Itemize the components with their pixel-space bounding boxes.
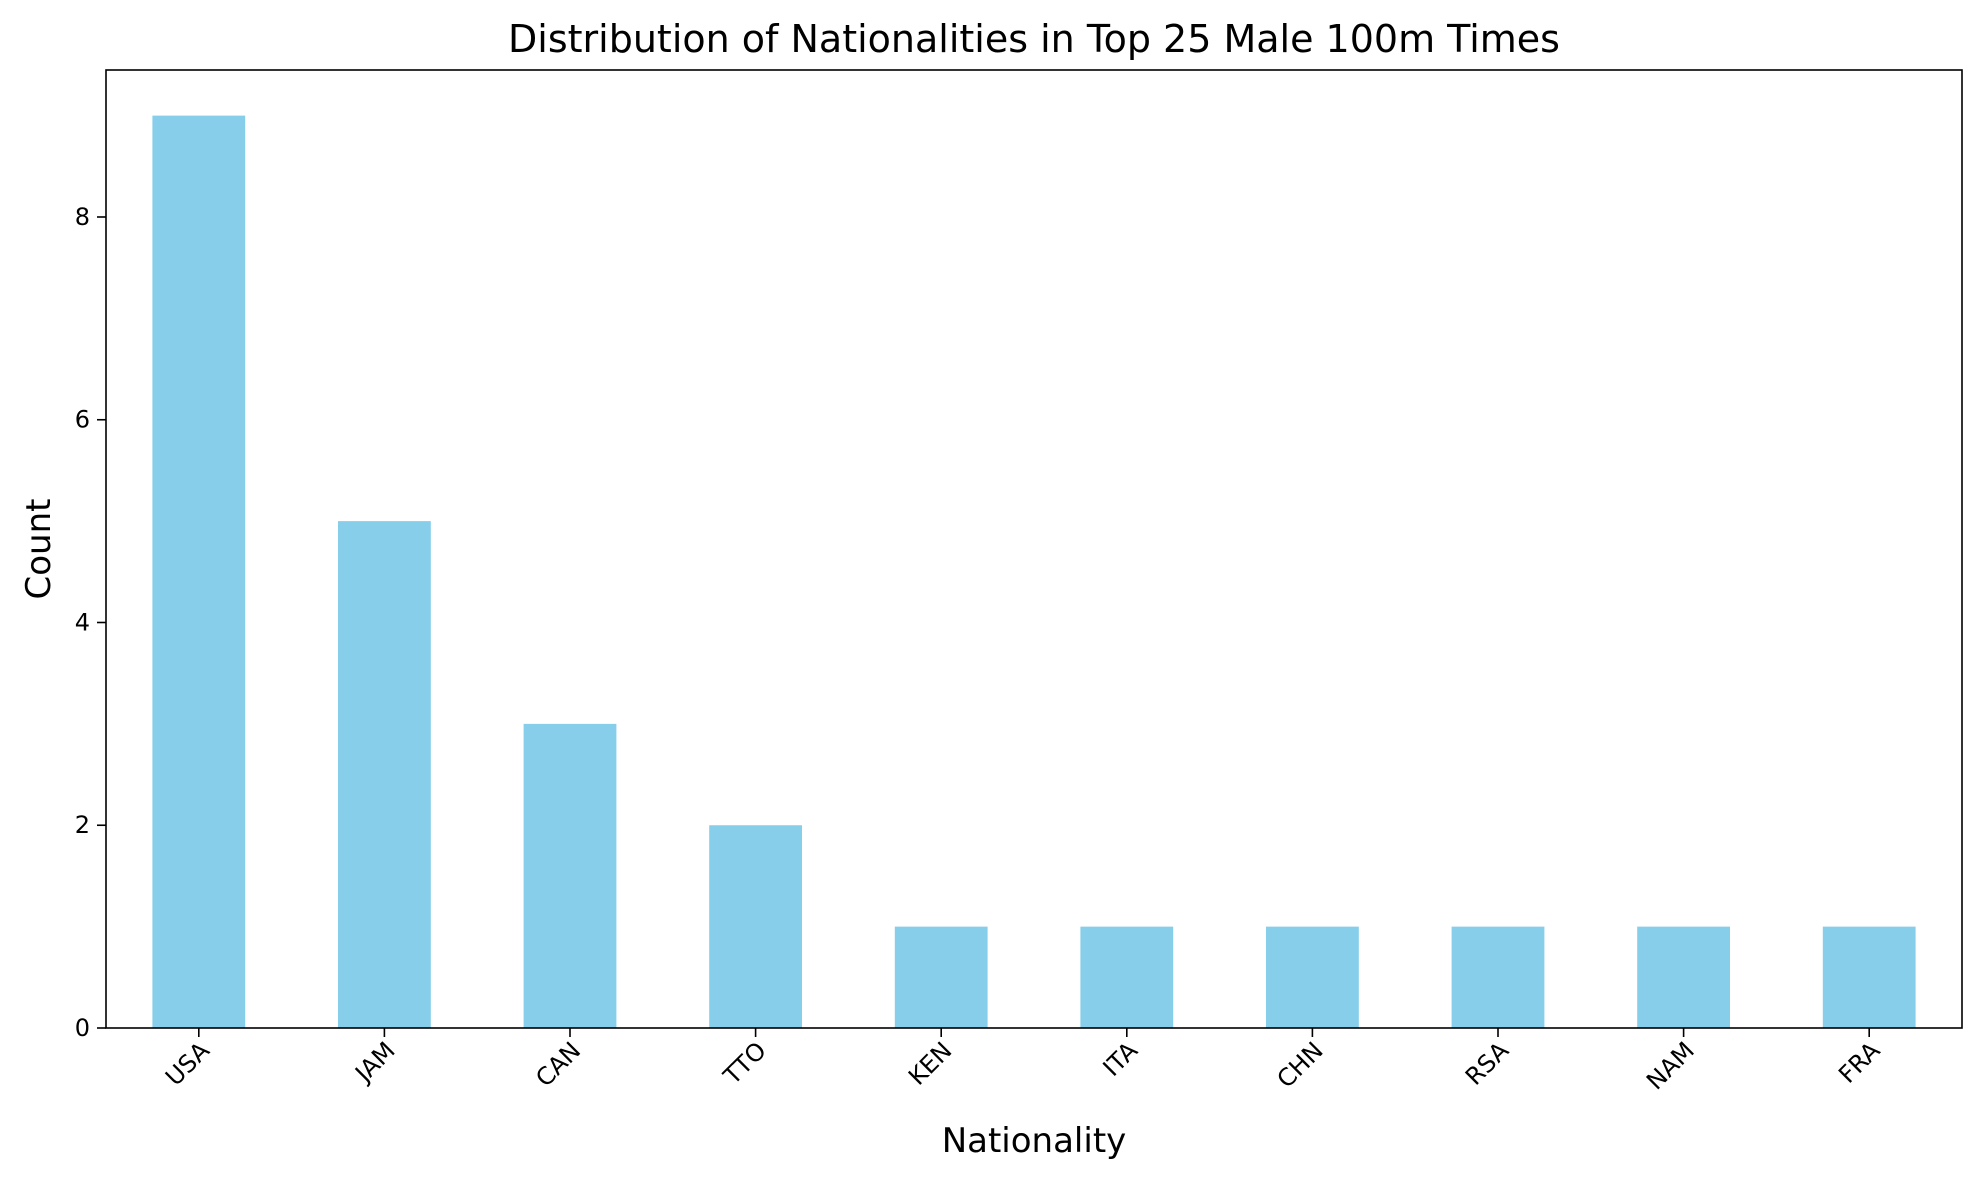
bar-usa bbox=[152, 115, 246, 1029]
x-tick-label: NAM bbox=[1641, 1036, 1700, 1095]
x-tick-label: CHN bbox=[1272, 1036, 1329, 1093]
x-tick-label: FRA bbox=[1833, 1036, 1886, 1089]
bar-chn bbox=[1266, 926, 1359, 1028]
bar-jam bbox=[338, 521, 431, 1028]
x-tick-label: ITA bbox=[1098, 1036, 1144, 1082]
x-tick-label: JAM bbox=[348, 1036, 400, 1088]
x-tick-label: KEN bbox=[903, 1036, 957, 1090]
chart-title: Distribution of Nationalities in Top 25 … bbox=[508, 17, 1560, 61]
y-tick-label: 4 bbox=[75, 608, 90, 636]
x-tick-label: TTO bbox=[718, 1036, 772, 1090]
x-axis-ticks: USA JAM CAN TTO KEN ITA CHN RSA NAM FRA bbox=[160, 1028, 1886, 1095]
bar-can bbox=[523, 723, 617, 1028]
y-tick-label: 6 bbox=[75, 406, 90, 434]
x-axis-label: Nationality bbox=[942, 1121, 1127, 1161]
x-tick-label: USA bbox=[160, 1036, 215, 1091]
bar-ken bbox=[894, 926, 988, 1028]
plot-frame bbox=[105, 69, 1963, 1029]
y-axis-ticks: 0 2 4 6 8 bbox=[75, 203, 106, 1042]
bar-ita bbox=[1080, 926, 1174, 1028]
bar-tto bbox=[709, 825, 802, 1028]
y-tick-label: 2 bbox=[75, 811, 90, 839]
y-tick-label: 8 bbox=[75, 203, 90, 231]
y-axis-label: Count bbox=[19, 499, 59, 600]
x-tick-label: RSA bbox=[1460, 1036, 1515, 1091]
x-tick-label: CAN bbox=[530, 1036, 586, 1092]
bar-fra bbox=[1822, 926, 1916, 1028]
y-tick-label: 0 bbox=[75, 1014, 90, 1042]
bar-nam bbox=[1637, 926, 1730, 1028]
bar-rsa bbox=[1451, 926, 1545, 1028]
bars-layer bbox=[152, 115, 1916, 1029]
